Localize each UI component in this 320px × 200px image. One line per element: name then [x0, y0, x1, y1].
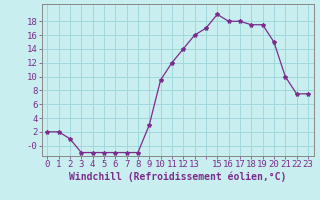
X-axis label: Windchill (Refroidissement éolien,°C): Windchill (Refroidissement éolien,°C) — [69, 172, 286, 182]
